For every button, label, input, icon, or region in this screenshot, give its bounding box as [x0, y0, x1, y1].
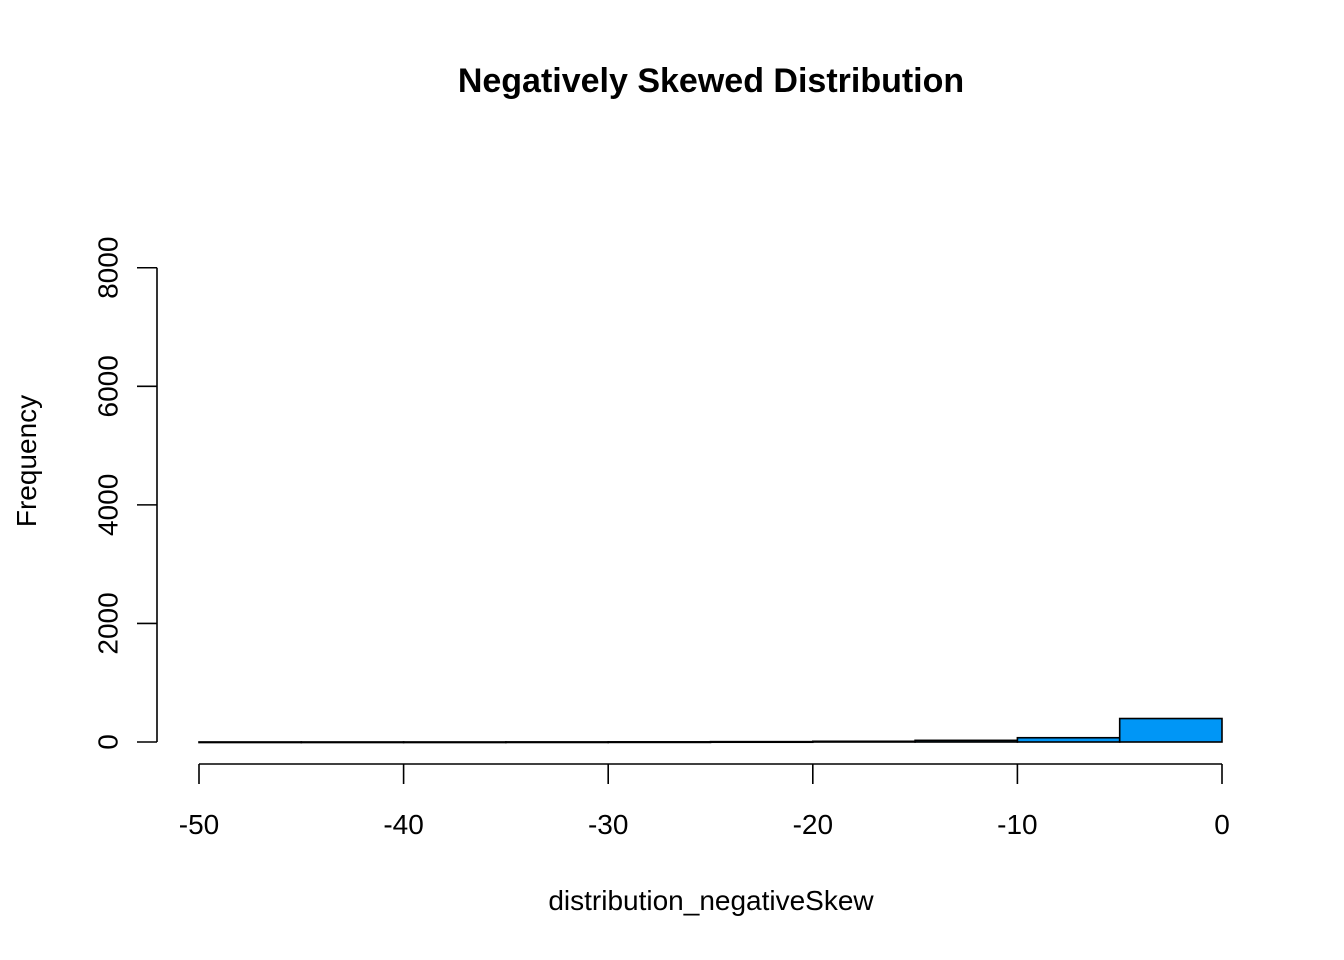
- y-tick-label: 0: [92, 734, 123, 750]
- histogram-bar: [607, 741, 712, 744]
- y-axis-label: Frequency: [11, 395, 42, 527]
- x-tick-label: 0: [1214, 809, 1230, 840]
- chart-title: Negatively Skewed Distribution: [458, 62, 964, 100]
- histogram-bar: [300, 741, 405, 744]
- x-tick-label: -20: [793, 809, 833, 840]
- y-axis: 0 2000 4000 6000 8000: [92, 237, 158, 750]
- bars-group: [198, 717, 1223, 744]
- y-tick-label: 2000: [92, 592, 123, 654]
- x-tick-label: -40: [383, 809, 423, 840]
- histogram-bar: [402, 741, 507, 744]
- x-tick-label: -10: [997, 809, 1037, 840]
- x-tick-label: -30: [588, 809, 628, 840]
- y-tick-label: 6000: [92, 355, 123, 417]
- histogram-bar: [198, 741, 303, 744]
- y-tick-label: 4000: [92, 474, 123, 536]
- histogram-bar: [914, 739, 1019, 743]
- histogram-bar: [811, 740, 916, 743]
- histogram-bar: [505, 741, 609, 744]
- x-tick-label: -50: [179, 809, 219, 840]
- x-axis-label: distribution_negativeSkew: [548, 885, 874, 916]
- x-axis: -50 -40 -30 -20 -10 0: [179, 763, 1230, 840]
- y-tick-label: 8000: [92, 237, 123, 299]
- histogram-bar: [709, 740, 814, 744]
- histogram-bar: [1118, 717, 1223, 743]
- histogram-bar: [1016, 736, 1121, 743]
